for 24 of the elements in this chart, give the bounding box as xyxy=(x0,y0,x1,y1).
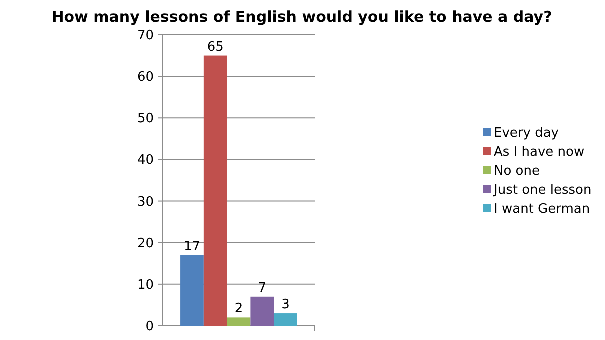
bar xyxy=(204,56,228,326)
data-label: 17 xyxy=(184,239,201,254)
bar xyxy=(274,314,298,326)
y-tick-label: 50 xyxy=(137,112,154,127)
y-tick-label: 30 xyxy=(137,194,154,210)
bar xyxy=(250,296,274,326)
legend-label: Every day xyxy=(494,126,560,141)
legend-label: As I have now xyxy=(494,145,585,160)
bar xyxy=(180,255,204,326)
bar xyxy=(227,318,251,326)
chart-title: How many lessons of English would you like to have a day? xyxy=(52,8,552,26)
y-tick-label: 10 xyxy=(137,278,154,293)
legend-label: I want German xyxy=(494,202,590,217)
legend-label: Just one lesson xyxy=(493,183,592,198)
data-label: 2 xyxy=(234,302,244,317)
y-tick-label: 40 xyxy=(137,153,154,168)
y-tick-label: 0 xyxy=(146,320,154,334)
y-tick-label: 70 xyxy=(137,28,154,44)
data-label: 7 xyxy=(258,280,267,296)
data-label: 65 xyxy=(207,40,224,55)
y-tick-label: 60 xyxy=(137,70,154,86)
y-tick-label: 20 xyxy=(137,236,154,252)
data-label: 3 xyxy=(282,298,290,313)
legend-label: No one xyxy=(494,164,540,179)
